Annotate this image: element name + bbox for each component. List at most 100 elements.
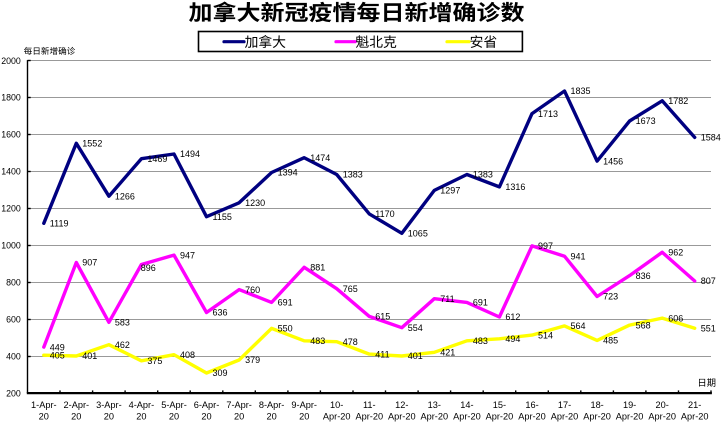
svg-text:375: 375 [147, 356, 162, 366]
svg-text:20: 20 [234, 412, 244, 422]
svg-text:20: 20 [39, 412, 49, 422]
svg-text:Apr-20: Apr-20 [388, 412, 416, 422]
svg-text:514: 514 [538, 330, 553, 340]
svg-text:1552: 1552 [82, 139, 102, 149]
svg-text:8-Apr-: 8-Apr- [259, 400, 285, 410]
svg-text:691: 691 [473, 298, 488, 308]
svg-text:1383: 1383 [343, 170, 363, 180]
svg-text:881: 881 [310, 263, 325, 273]
svg-text:583: 583 [115, 318, 130, 328]
svg-text:17-: 17- [558, 400, 571, 410]
svg-text:14-: 14- [460, 400, 473, 410]
svg-text:20: 20 [169, 412, 179, 422]
svg-text:485: 485 [603, 336, 618, 346]
svg-text:1200: 1200 [1, 204, 21, 214]
svg-text:1400: 1400 [1, 167, 21, 177]
svg-text:1065: 1065 [408, 229, 428, 239]
svg-text:1600: 1600 [1, 130, 21, 140]
svg-text:Apr-20: Apr-20 [583, 412, 611, 422]
svg-text:962: 962 [668, 248, 683, 258]
svg-text:20: 20 [299, 412, 309, 422]
svg-text:711: 711 [440, 294, 454, 304]
svg-text:Apr-20: Apr-20 [323, 412, 351, 422]
svg-text:997: 997 [538, 241, 553, 251]
svg-text:10-: 10- [330, 400, 343, 410]
svg-text:3-Apr-: 3-Apr- [96, 400, 122, 410]
svg-text:554: 554 [408, 323, 423, 333]
svg-text:1-Apr-: 1-Apr- [31, 400, 57, 410]
svg-text:Apr-20: Apr-20 [648, 412, 676, 422]
svg-text:21-: 21- [688, 400, 701, 410]
svg-text:1000: 1000 [1, 241, 21, 251]
svg-text:807: 807 [701, 276, 716, 286]
svg-text:1230: 1230 [245, 198, 265, 208]
svg-text:483: 483 [473, 336, 488, 346]
svg-text:18-: 18- [590, 400, 603, 410]
svg-text:20: 20 [136, 412, 146, 422]
svg-text:400: 400 [6, 351, 21, 361]
svg-text:200: 200 [6, 388, 21, 398]
svg-text:947: 947 [180, 250, 195, 260]
svg-text:1673: 1673 [636, 116, 656, 126]
svg-text:568: 568 [636, 320, 651, 330]
svg-text:723: 723 [603, 292, 618, 302]
svg-text:Apr-20: Apr-20 [518, 412, 546, 422]
svg-text:1494: 1494 [180, 149, 200, 159]
svg-text:612: 612 [505, 312, 520, 322]
svg-text:4-Apr-: 4-Apr- [129, 400, 155, 410]
svg-text:20: 20 [71, 412, 81, 422]
svg-text:12-: 12- [395, 400, 408, 410]
svg-text:606: 606 [668, 313, 683, 323]
svg-text:13-: 13- [428, 400, 441, 410]
svg-text:1383: 1383 [473, 170, 493, 180]
svg-text:Apr-20: Apr-20 [486, 412, 514, 422]
svg-text:907: 907 [82, 258, 97, 268]
svg-text:1266: 1266 [115, 191, 135, 201]
svg-text:2000: 2000 [1, 56, 21, 66]
svg-text:408: 408 [180, 350, 195, 360]
svg-text:20-: 20- [656, 400, 669, 410]
svg-text:765: 765 [343, 284, 358, 294]
svg-text:551: 551 [701, 324, 716, 334]
svg-text:1782: 1782 [668, 96, 688, 106]
svg-text:Apr-20: Apr-20 [356, 412, 384, 422]
svg-text:6-Apr-: 6-Apr- [194, 400, 220, 410]
svg-text:16-: 16- [525, 400, 538, 410]
svg-text:Apr-20: Apr-20 [453, 412, 481, 422]
svg-text:941: 941 [571, 251, 586, 261]
svg-text:1469: 1469 [147, 154, 167, 164]
svg-text:Apr-20: Apr-20 [681, 412, 709, 422]
svg-text:896: 896 [141, 263, 156, 273]
svg-text:9-Apr-: 9-Apr- [291, 400, 317, 410]
svg-text:1394: 1394 [278, 168, 298, 178]
svg-text:636: 636 [213, 308, 228, 318]
svg-text:401: 401 [408, 351, 423, 361]
svg-text:20: 20 [201, 412, 211, 422]
svg-text:494: 494 [505, 334, 520, 344]
svg-text:800: 800 [6, 277, 21, 287]
svg-text:1316: 1316 [505, 182, 525, 192]
svg-text:478: 478 [343, 337, 358, 347]
svg-text:1835: 1835 [571, 86, 591, 96]
svg-text:7-Apr-: 7-Apr- [226, 400, 252, 410]
svg-text:20: 20 [266, 412, 276, 422]
svg-text:15-: 15- [493, 400, 506, 410]
svg-text:836: 836 [636, 271, 651, 281]
svg-text:1474: 1474 [310, 153, 330, 163]
svg-text:11-: 11- [363, 400, 376, 410]
svg-text:550: 550 [278, 324, 293, 334]
svg-text:1713: 1713 [538, 109, 558, 119]
svg-text:615: 615 [375, 312, 390, 322]
svg-text:1456: 1456 [603, 156, 623, 166]
svg-text:2-Apr-: 2-Apr- [64, 400, 90, 410]
svg-text:405: 405 [50, 350, 65, 360]
svg-text:760: 760 [245, 285, 260, 295]
svg-text:309: 309 [213, 368, 228, 378]
svg-text:449: 449 [50, 342, 65, 352]
svg-text:1800: 1800 [1, 93, 21, 103]
svg-text:401: 401 [82, 351, 97, 361]
svg-text:Apr-20: Apr-20 [421, 412, 449, 422]
svg-text:1155: 1155 [213, 212, 232, 222]
svg-text:1119: 1119 [50, 219, 69, 229]
svg-text:462: 462 [115, 340, 130, 350]
